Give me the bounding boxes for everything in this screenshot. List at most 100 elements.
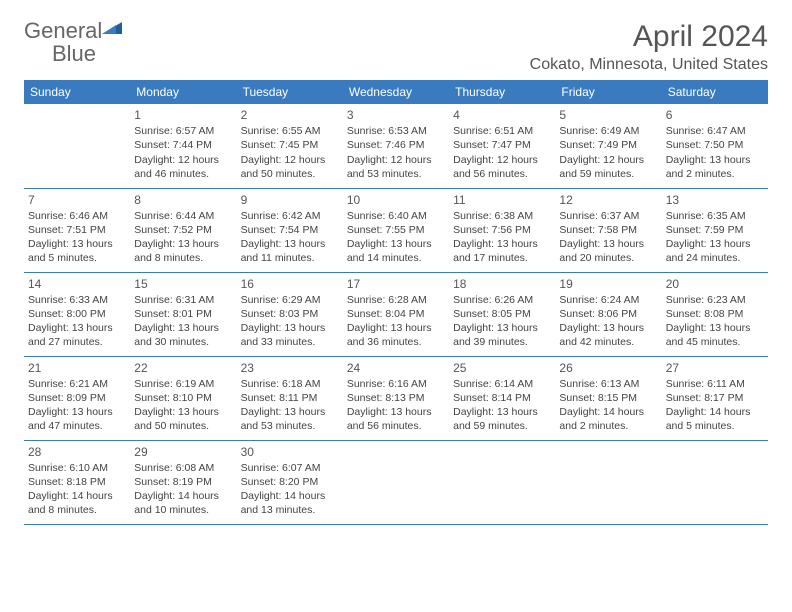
sunrise-text: Sunrise: 6:19 AM — [134, 377, 232, 391]
sunrise-text: Sunrise: 6:18 AM — [241, 377, 339, 391]
sunrise-text: Sunrise: 6:16 AM — [347, 377, 445, 391]
day-number: 27 — [666, 360, 764, 376]
calendar-week-row: 14Sunrise: 6:33 AMSunset: 8:00 PMDayligh… — [24, 272, 768, 356]
sunrise-text: Sunrise: 6:37 AM — [559, 209, 657, 223]
sunrise-text: Sunrise: 6:26 AM — [453, 293, 551, 307]
day-number: 4 — [453, 107, 551, 123]
sunset-text: Sunset: 7:54 PM — [241, 223, 339, 237]
sunrise-text: Sunrise: 6:28 AM — [347, 293, 445, 307]
calendar-cell: 20Sunrise: 6:23 AMSunset: 8:08 PMDayligh… — [662, 272, 768, 356]
calendar-cell: 30Sunrise: 6:07 AMSunset: 8:20 PMDayligh… — [237, 440, 343, 524]
daylight-text: Daylight: 14 hours and 13 minutes. — [241, 489, 339, 517]
daylight-text: Daylight: 12 hours and 53 minutes. — [347, 153, 445, 181]
day-number: 7 — [28, 192, 126, 208]
sunset-text: Sunset: 7:50 PM — [666, 138, 764, 152]
day-number: 6 — [666, 107, 764, 123]
day-number: 29 — [134, 444, 232, 460]
calendar-cell: 16Sunrise: 6:29 AMSunset: 8:03 PMDayligh… — [237, 272, 343, 356]
calendar-cell — [24, 104, 130, 188]
daylight-text: Daylight: 13 hours and 20 minutes. — [559, 237, 657, 265]
sunrise-text: Sunrise: 6:21 AM — [28, 377, 126, 391]
day-header: Thursday — [449, 80, 555, 104]
sunrise-text: Sunrise: 6:38 AM — [453, 209, 551, 223]
day-number: 22 — [134, 360, 232, 376]
logo-triangle-icon — [102, 20, 122, 39]
sunset-text: Sunset: 8:14 PM — [453, 391, 551, 405]
daylight-text: Daylight: 13 hours and 27 minutes. — [28, 321, 126, 349]
sunrise-text: Sunrise: 6:10 AM — [28, 461, 126, 475]
location: Cokato, Minnesota, United States — [530, 56, 768, 74]
calendar-cell: 27Sunrise: 6:11 AMSunset: 8:17 PMDayligh… — [662, 356, 768, 440]
daylight-text: Daylight: 13 hours and 50 minutes. — [134, 405, 232, 433]
calendar-cell: 21Sunrise: 6:21 AMSunset: 8:09 PMDayligh… — [24, 356, 130, 440]
calendar-table: SundayMondayTuesdayWednesdayThursdayFrid… — [24, 80, 768, 525]
calendar-week-row: 28Sunrise: 6:10 AMSunset: 8:18 PMDayligh… — [24, 440, 768, 524]
daylight-text: Daylight: 13 hours and 30 minutes. — [134, 321, 232, 349]
calendar-cell: 29Sunrise: 6:08 AMSunset: 8:19 PMDayligh… — [130, 440, 236, 524]
sunrise-text: Sunrise: 6:29 AM — [241, 293, 339, 307]
day-number: 17 — [347, 276, 445, 292]
sunrise-text: Sunrise: 6:57 AM — [134, 124, 232, 138]
sunrise-text: Sunrise: 6:07 AM — [241, 461, 339, 475]
day-header: Wednesday — [343, 80, 449, 104]
sunset-text: Sunset: 8:06 PM — [559, 307, 657, 321]
daylight-text: Daylight: 13 hours and 33 minutes. — [241, 321, 339, 349]
sunset-text: Sunset: 8:13 PM — [347, 391, 445, 405]
day-number: 28 — [28, 444, 126, 460]
sunset-text: Sunset: 8:01 PM — [134, 307, 232, 321]
sunset-text: Sunset: 8:17 PM — [666, 391, 764, 405]
day-number: 10 — [347, 192, 445, 208]
day-number: 21 — [28, 360, 126, 376]
sunrise-text: Sunrise: 6:51 AM — [453, 124, 551, 138]
sunset-text: Sunset: 7:59 PM — [666, 223, 764, 237]
sunset-text: Sunset: 7:51 PM — [28, 223, 126, 237]
sunrise-text: Sunrise: 6:42 AM — [241, 209, 339, 223]
calendar-cell: 26Sunrise: 6:13 AMSunset: 8:15 PMDayligh… — [555, 356, 661, 440]
calendar-cell: 24Sunrise: 6:16 AMSunset: 8:13 PMDayligh… — [343, 356, 449, 440]
daylight-text: Daylight: 13 hours and 47 minutes. — [28, 405, 126, 433]
sunset-text: Sunset: 8:19 PM — [134, 475, 232, 489]
calendar-cell — [449, 440, 555, 524]
day-number: 13 — [666, 192, 764, 208]
day-number: 1 — [134, 107, 232, 123]
day-number: 16 — [241, 276, 339, 292]
calendar-cell: 23Sunrise: 6:18 AMSunset: 8:11 PMDayligh… — [237, 356, 343, 440]
day-number: 26 — [559, 360, 657, 376]
sunrise-text: Sunrise: 6:47 AM — [666, 124, 764, 138]
sunset-text: Sunset: 8:15 PM — [559, 391, 657, 405]
calendar-cell: 4Sunrise: 6:51 AMSunset: 7:47 PMDaylight… — [449, 104, 555, 188]
daylight-text: Daylight: 13 hours and 2 minutes. — [666, 153, 764, 181]
daylight-text: Daylight: 13 hours and 36 minutes. — [347, 321, 445, 349]
sunrise-text: Sunrise: 6:31 AM — [134, 293, 232, 307]
day-number: 30 — [241, 444, 339, 460]
sunset-text: Sunset: 8:09 PM — [28, 391, 126, 405]
sunrise-text: Sunrise: 6:40 AM — [347, 209, 445, 223]
sunset-text: Sunset: 7:47 PM — [453, 138, 551, 152]
daylight-text: Daylight: 13 hours and 53 minutes. — [241, 405, 339, 433]
sunrise-text: Sunrise: 6:11 AM — [666, 377, 764, 391]
day-number: 20 — [666, 276, 764, 292]
day-number: 14 — [28, 276, 126, 292]
sunrise-text: Sunrise: 6:23 AM — [666, 293, 764, 307]
sunrise-text: Sunrise: 6:44 AM — [134, 209, 232, 223]
calendar-cell — [662, 440, 768, 524]
daylight-text: Daylight: 14 hours and 10 minutes. — [134, 489, 232, 517]
calendar-cell: 8Sunrise: 6:44 AMSunset: 7:52 PMDaylight… — [130, 188, 236, 272]
sunset-text: Sunset: 7:58 PM — [559, 223, 657, 237]
day-number: 23 — [241, 360, 339, 376]
logo: General Blue — [24, 20, 122, 66]
sunset-text: Sunset: 8:00 PM — [28, 307, 126, 321]
calendar-cell: 13Sunrise: 6:35 AMSunset: 7:59 PMDayligh… — [662, 188, 768, 272]
daylight-text: Daylight: 13 hours and 11 minutes. — [241, 237, 339, 265]
sunrise-text: Sunrise: 6:13 AM — [559, 377, 657, 391]
sunset-text: Sunset: 8:04 PM — [347, 307, 445, 321]
sunset-text: Sunset: 7:49 PM — [559, 138, 657, 152]
daylight-text: Daylight: 14 hours and 5 minutes. — [666, 405, 764, 433]
daylight-text: Daylight: 14 hours and 2 minutes. — [559, 405, 657, 433]
sunrise-text: Sunrise: 6:33 AM — [28, 293, 126, 307]
sunset-text: Sunset: 7:56 PM — [453, 223, 551, 237]
logo-text-2: Blue — [52, 41, 96, 66]
logo-text-1: General — [24, 18, 102, 43]
daylight-text: Daylight: 13 hours and 45 minutes. — [666, 321, 764, 349]
sunrise-text: Sunrise: 6:46 AM — [28, 209, 126, 223]
